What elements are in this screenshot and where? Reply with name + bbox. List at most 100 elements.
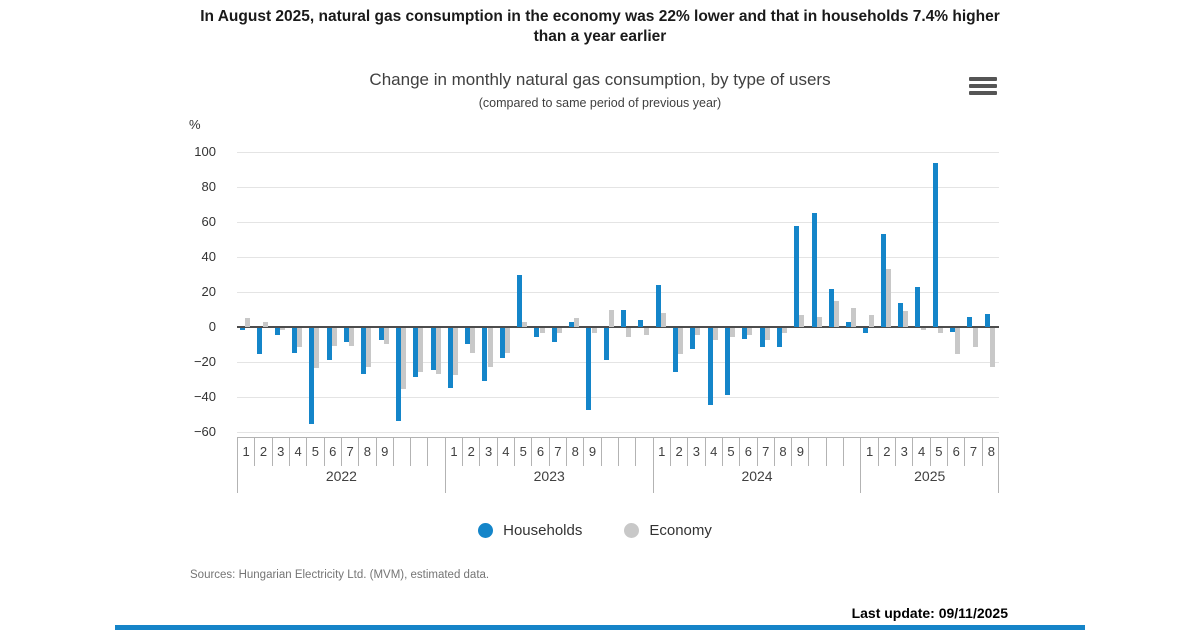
bar-households-2024-10[interactable] (811, 213, 817, 327)
bar-economy-2023-9[interactable] (591, 328, 597, 334)
bar-economy-2024-11[interactable] (834, 300, 840, 327)
bar-households-2023-4[interactable] (499, 328, 505, 358)
bar-economy-2022-8[interactable] (366, 328, 372, 367)
bar-households-2023-12[interactable] (638, 320, 644, 327)
bar-economy-2022-5[interactable] (314, 328, 320, 369)
bar-households-2023-1[interactable] (447, 328, 453, 388)
bar-households-2023-8[interactable] (569, 321, 575, 327)
bar-households-2023-5[interactable] (517, 274, 523, 327)
bar-households-2024-1[interactable] (655, 285, 661, 327)
bar-economy-2023-8[interactable] (574, 318, 580, 327)
bar-households-2025-6[interactable] (950, 328, 956, 332)
month-label-2024-8: 8 (775, 438, 793, 466)
bar-households-2022-6[interactable] (326, 328, 332, 360)
month-label-2023-5: 5 (515, 438, 533, 466)
hamburger-menu-icon[interactable] (969, 77, 997, 97)
page-title: In August 2025, natural gas consumption … (0, 7, 1200, 47)
bar-economy-2023-10[interactable] (608, 309, 614, 327)
month-label-2025-4: 4 (913, 438, 931, 466)
bar-economy-2024-7[interactable] (764, 328, 770, 341)
bar-economy-2022-4[interactable] (297, 328, 303, 348)
bar-households-2025-5[interactable] (932, 162, 938, 327)
month-label-2024-2: 2 (671, 438, 689, 466)
bar-economy-2022-9[interactable] (383, 328, 389, 344)
bar-economy-2025-5[interactable] (937, 328, 943, 334)
bar-households-2023-9[interactable] (586, 328, 592, 411)
bar-economy-2025-2[interactable] (885, 269, 891, 327)
bar-economy-2025-6[interactable] (955, 328, 961, 355)
bar-economy-2024-9[interactable] (799, 314, 805, 327)
bar-households-2025-1[interactable] (863, 328, 869, 334)
bar-households-2022-1[interactable] (240, 328, 245, 330)
year-section-2024: 1 2 3 4 5 6 7 8 9 2024 (652, 438, 861, 493)
bar-economy-2024-6[interactable] (747, 328, 753, 335)
bar-households-2025-4[interactable] (915, 286, 921, 327)
bar-economy-2024-8[interactable] (782, 328, 788, 334)
bar-households-2022-2[interactable] (257, 328, 263, 355)
bar-households-2024-3[interactable] (690, 328, 696, 349)
bar-economy-2023-3[interactable] (487, 328, 493, 367)
bar-households-2024-12[interactable] (846, 321, 852, 327)
bar-economy-2023-2[interactable] (470, 328, 476, 353)
bar-economy-2023-1[interactable] (453, 328, 459, 376)
bar-economy-2025-7[interactable] (972, 328, 978, 348)
bar-households-2024-4[interactable] (707, 328, 713, 405)
bar-economy-2024-4[interactable] (712, 328, 718, 341)
bar-households-2022-5[interactable] (309, 328, 315, 425)
bar-economy-2024-2[interactable] (678, 328, 684, 355)
bar-economy-2024-3[interactable] (695, 328, 701, 335)
bar-households-2025-7[interactable] (967, 316, 973, 327)
bar-households-2024-5[interactable] (724, 328, 730, 395)
bar-households-2022-10[interactable] (395, 328, 401, 421)
bar-economy-2023-5[interactable] (522, 321, 528, 327)
bar-economy-2022-10[interactable] (401, 328, 407, 390)
bar-households-2023-6[interactable] (534, 328, 540, 337)
bar-households-2022-8[interactable] (361, 328, 367, 374)
bar-economy-2025-4[interactable] (920, 328, 926, 330)
bar-economy-2024-12[interactable] (851, 307, 857, 327)
bar-economy-2023-6[interactable] (539, 328, 545, 334)
bar-households-2025-3[interactable] (898, 302, 904, 327)
legend-item-economy[interactable]: Economy (624, 522, 712, 539)
bar-economy-2023-4[interactable] (504, 328, 510, 353)
bar-economy-2024-1[interactable] (660, 313, 666, 327)
bar-economy-2022-12[interactable] (435, 328, 441, 374)
bar-economy-2023-11[interactable] (626, 328, 632, 337)
bar-households-2022-9[interactable] (378, 328, 384, 341)
bar-economy-2022-11[interactable] (418, 328, 424, 372)
legend-item-households[interactable]: Households (478, 522, 582, 539)
bar-economy-2022-6[interactable] (331, 328, 337, 346)
bar-economy-2022-2[interactable] (262, 321, 268, 327)
bar-economy-2023-12[interactable] (643, 328, 649, 335)
bar-households-2024-8[interactable] (776, 328, 782, 348)
month-label-2022-8: 8 (359, 438, 377, 466)
bar-economy-2023-7[interactable] (556, 328, 562, 334)
month-label-2025-8: 8 (987, 444, 995, 459)
bar-households-2024-11[interactable] (828, 288, 834, 327)
month-label-2024-10 (809, 438, 827, 466)
bar-households-2022-4[interactable] (291, 328, 297, 353)
bar-economy-2025-1[interactable] (868, 314, 874, 327)
bar-economy-2022-1[interactable] (245, 318, 251, 327)
bar-economy-2024-10[interactable] (816, 316, 822, 327)
bar-households-2024-9[interactable] (794, 225, 800, 327)
bar-households-2025-2[interactable] (880, 234, 886, 327)
bar-households-2023-2[interactable] (465, 328, 471, 344)
bar-households-2023-11[interactable] (621, 309, 626, 327)
bar-households-2024-7[interactable] (759, 328, 765, 348)
bar-households-2022-12[interactable] (430, 328, 436, 370)
bar-economy-2025-3[interactable] (903, 311, 909, 327)
bar-economy-2022-7[interactable] (349, 328, 355, 346)
bar-households-2022-3[interactable] (274, 328, 280, 335)
bar-households-2022-7[interactable] (343, 328, 349, 342)
bar-economy-2025-8[interactable] (989, 328, 995, 367)
bar-households-2023-3[interactable] (482, 328, 488, 381)
bar-households-2023-7[interactable] (551, 328, 557, 342)
bar-households-2024-6[interactable] (742, 328, 748, 339)
bar-economy-2024-5[interactable] (730, 328, 736, 337)
bar-households-2023-10[interactable] (603, 328, 609, 360)
bar-economy-2022-3[interactable] (279, 328, 285, 330)
bar-households-2024-2[interactable] (672, 328, 678, 372)
bar-households-2025-8[interactable] (984, 314, 990, 327)
bar-households-2022-11[interactable] (413, 328, 419, 377)
